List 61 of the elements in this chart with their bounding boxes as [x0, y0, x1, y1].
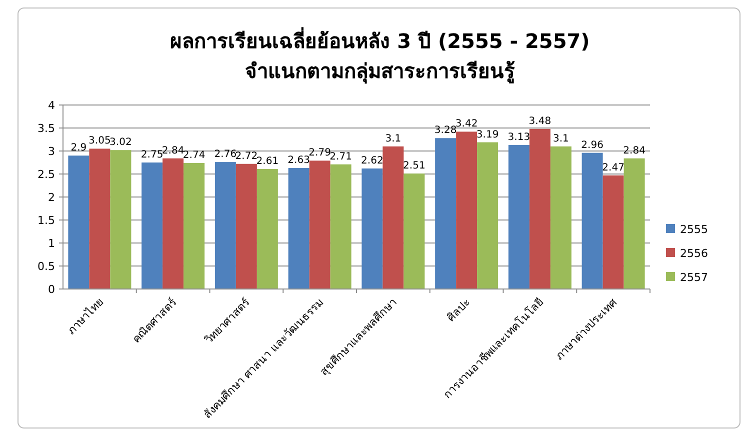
- y-tick-label: 2.5: [38, 168, 55, 181]
- bar: [529, 128, 550, 289]
- y-tick-label: 2: [48, 191, 55, 204]
- data-label: 2.62: [361, 155, 384, 166]
- legend-label: 2555: [680, 223, 708, 236]
- bar: [184, 162, 205, 289]
- data-label: 2.75: [140, 150, 164, 160]
- bar: [309, 160, 330, 289]
- y-tick-label: 3.5: [38, 122, 55, 135]
- bar: [550, 146, 572, 289]
- data-label: 3.02: [110, 137, 132, 148]
- bar: [624, 158, 645, 289]
- chart-title: ผลการเรียนเฉลี่ยย้อนหลัง 3 ปี (2555 - 2557) จำแนกตามกลุ่มสาระการเรียนรู้: [170, 26, 590, 85]
- bar: [456, 132, 478, 289]
- data-label: 2.61: [256, 156, 279, 167]
- bar: [602, 175, 624, 289]
- data-label: 2.47: [602, 162, 624, 174]
- bar: [89, 148, 110, 289]
- bar: [362, 168, 383, 289]
- data-label: 3.1: [552, 133, 569, 144]
- bar: [382, 146, 404, 289]
- y-tick-label: 0: [48, 283, 55, 296]
- data-label: 3.05: [88, 136, 111, 147]
- bar: [330, 164, 352, 289]
- y-tick-label: 0.5: [38, 260, 55, 273]
- data-label: 2.51: [403, 160, 426, 172]
- data-label: 2.63: [288, 155, 310, 166]
- bar: [214, 162, 236, 289]
- data-label: 2.9: [70, 142, 87, 154]
- data-label: 3.13: [508, 132, 530, 144]
- bar: [110, 150, 132, 289]
- bar: [256, 168, 278, 289]
- data-label: 2.96: [581, 140, 604, 151]
- y-tick-label: 1.5: [38, 214, 55, 227]
- data-label: 3.48: [528, 116, 552, 127]
- y-tick-label: 3: [48, 145, 55, 158]
- data-label: 2.84: [623, 145, 646, 156]
- legend-label: 2557: [680, 271, 708, 284]
- bar: [68, 156, 90, 289]
- bar: [508, 145, 530, 289]
- legend-label: 2556: [680, 247, 708, 260]
- bar: [162, 158, 184, 289]
- data-label: 2.76: [214, 149, 237, 160]
- bar: [404, 174, 425, 289]
- bar: [142, 162, 163, 289]
- bar: [435, 138, 456, 289]
- y-tick-label: 4: [48, 99, 55, 112]
- data-label: 2.74: [182, 150, 206, 161]
- data-label: 3.28: [434, 125, 457, 136]
- bar: [236, 164, 257, 289]
- data-label: 3.1: [385, 133, 402, 144]
- data-label: 3.42: [455, 118, 478, 130]
- data-label: 3.19: [476, 129, 499, 140]
- data-label: 2.72: [235, 150, 258, 162]
- bar: [582, 152, 603, 289]
- y-tick-label: 1: [48, 237, 55, 250]
- bar: [477, 142, 498, 289]
- data-label: 2.71: [330, 151, 352, 162]
- data-label: 2.84: [162, 145, 184, 156]
- bar: [288, 168, 310, 289]
- data-label: 2.79: [308, 148, 331, 159]
